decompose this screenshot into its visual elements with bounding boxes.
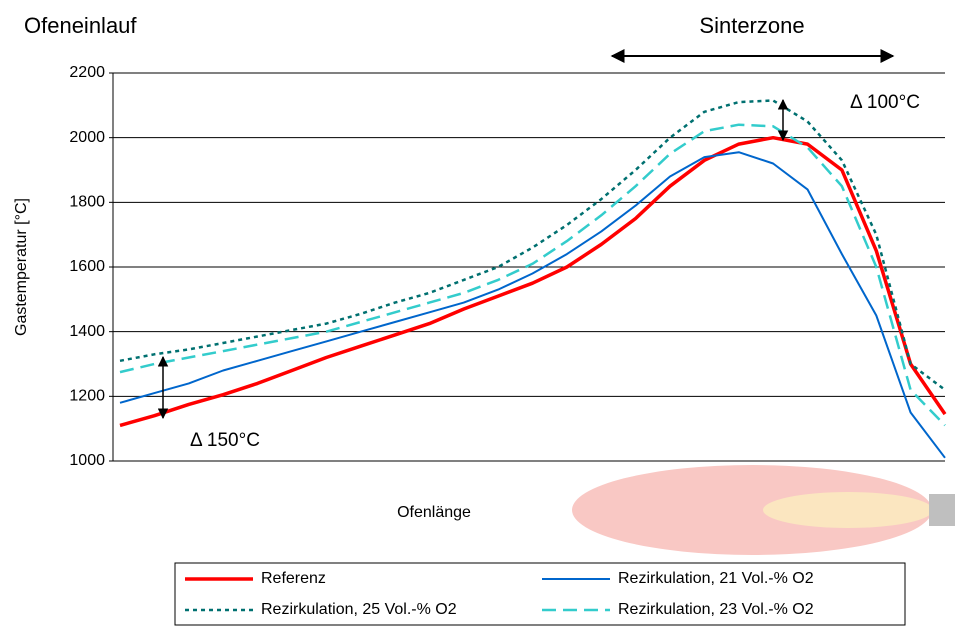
- annotation: Sinterzone: [699, 13, 804, 38]
- plot: [109, 72, 947, 462]
- annotation: Ofeneinlauf: [24, 13, 137, 38]
- y-tick-label: 1200: [69, 388, 105, 405]
- flame-inner: [763, 492, 933, 528]
- y-tick-label: 2200: [69, 64, 105, 81]
- y-tick-label: 1400: [69, 323, 105, 340]
- y-tick-label: 2000: [69, 129, 105, 146]
- legend-label: Referenz: [261, 570, 326, 587]
- series-line: [119, 99, 946, 391]
- y-tick-label: 1800: [69, 194, 105, 211]
- flame-outer: [572, 465, 932, 555]
- y-axis-label: Gastemperatur [°C]: [13, 198, 30, 336]
- series-line: [119, 135, 947, 428]
- legend: [174, 562, 906, 626]
- series-line: [119, 123, 946, 427]
- y-tick-label: 1600: [69, 258, 105, 275]
- legend-label: Rezirkulation, 25 Vol.-% O2: [261, 601, 457, 618]
- burner: [929, 494, 955, 526]
- legend-label: Rezirkulation, 23 Vol.-% O2: [618, 601, 814, 618]
- annotation: Δ 150°C: [190, 430, 260, 451]
- annotation: Δ 100°C: [850, 92, 920, 113]
- series-line: [119, 151, 946, 459]
- x-axis-label: Ofenlänge: [397, 504, 471, 521]
- y-tick-label: 1000: [69, 452, 105, 469]
- legend-label: Rezirkulation, 21 Vol.-% O2: [618, 570, 814, 587]
